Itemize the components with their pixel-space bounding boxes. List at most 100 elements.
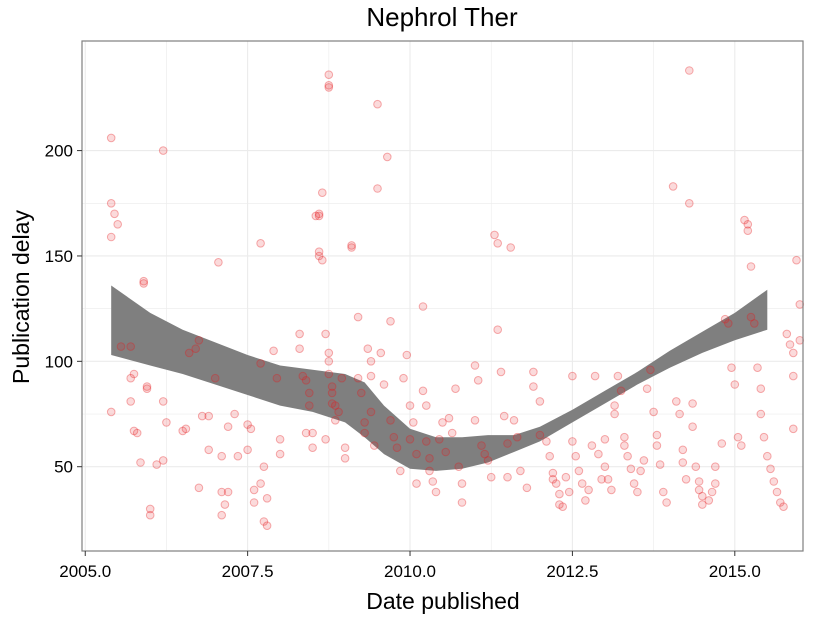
data-point: [327, 382, 337, 391]
data-point: [555, 500, 564, 509]
data-point: [779, 502, 788, 512]
data-point: [646, 365, 655, 375]
data-point: [331, 416, 340, 425]
data-point: [600, 462, 610, 472]
data-point: [337, 373, 347, 383]
data-point: [249, 498, 259, 507]
data-point: [480, 449, 490, 459]
data-point: [106, 232, 116, 242]
data-point: [259, 517, 269, 526]
data-point: [158, 146, 168, 155]
data-point: [272, 373, 282, 383]
data-point: [730, 380, 740, 389]
data-point: [106, 133, 116, 143]
data-point: [574, 466, 584, 476]
data-point: [301, 376, 311, 385]
data-point: [584, 485, 593, 495]
data-point: [652, 441, 662, 450]
data-point: [402, 350, 412, 360]
data-point: [490, 230, 499, 240]
x-tick-label: 2005.0: [59, 562, 111, 581]
data-point: [535, 397, 545, 406]
data-point: [331, 401, 340, 410]
data-point: [314, 247, 324, 256]
data-point: [782, 329, 792, 339]
data-point: [262, 521, 272, 531]
data-point: [376, 348, 386, 358]
data-point: [340, 454, 350, 463]
data-point: [496, 367, 506, 377]
data-point: [275, 435, 285, 444]
data-point: [720, 314, 730, 324]
data-point: [243, 445, 252, 455]
data-point: [789, 424, 798, 434]
data-point: [275, 449, 285, 459]
data-point: [204, 445, 213, 455]
data-point: [262, 494, 272, 503]
data-point: [418, 386, 428, 396]
data-point: [256, 479, 265, 488]
data-point: [603, 475, 613, 484]
data-point: [545, 451, 555, 461]
data-point: [769, 477, 779, 486]
data-point: [444, 413, 454, 423]
data-point: [422, 437, 431, 446]
data-point: [789, 348, 798, 358]
data-point: [529, 367, 538, 377]
data-point: [698, 500, 707, 509]
data-point: [126, 342, 135, 351]
data-point: [662, 498, 671, 507]
data-point: [746, 312, 756, 322]
data-point: [360, 428, 369, 438]
points-layer: [106, 66, 805, 531]
data-point: [386, 416, 395, 425]
data-point: [590, 371, 600, 381]
data-point: [506, 243, 516, 252]
grid: [82, 41, 803, 551]
y-tick-label: 150: [45, 247, 73, 266]
data-point: [259, 462, 269, 472]
data-point: [727, 363, 736, 373]
data-point: [126, 373, 135, 383]
data-point: [418, 302, 428, 311]
data-point: [308, 428, 317, 438]
data-point: [324, 369, 334, 379]
data-point: [366, 371, 376, 381]
data-point: [473, 376, 483, 385]
x-axis-title: Date published: [366, 588, 519, 614]
data-point: [425, 454, 434, 463]
y-tick-label: 100: [45, 352, 73, 371]
data-point: [142, 384, 152, 394]
data-point: [113, 220, 122, 229]
data-point: [785, 340, 795, 349]
data-point: [314, 251, 324, 261]
data-point: [314, 209, 324, 219]
x-tick-label: 2007.5: [222, 562, 274, 581]
data-point: [181, 424, 191, 434]
data-point: [633, 487, 642, 497]
data-point: [136, 458, 145, 467]
data-point: [204, 411, 213, 421]
data-point: [145, 510, 155, 520]
data-point: [675, 409, 684, 419]
data-point: [194, 483, 204, 493]
data-point: [509, 416, 519, 425]
data-point: [470, 416, 480, 425]
data-point: [642, 384, 652, 394]
data-point: [620, 432, 629, 442]
data-point: [106, 407, 116, 417]
data-point: [311, 211, 321, 221]
data-point: [210, 373, 220, 383]
data-point: [597, 475, 606, 484]
data-point: [711, 479, 720, 488]
x-axis-ticks: 2005.0 2007.5 2010.0 2012.5 2015.0: [59, 551, 761, 581]
data-point: [301, 428, 311, 438]
data-point: [503, 439, 512, 448]
data-point: [766, 464, 775, 474]
plot-panel-border: [81, 40, 804, 552]
data-point: [145, 504, 155, 514]
data-point: [470, 361, 480, 370]
data-point: [392, 443, 402, 453]
data-point: [694, 485, 704, 495]
